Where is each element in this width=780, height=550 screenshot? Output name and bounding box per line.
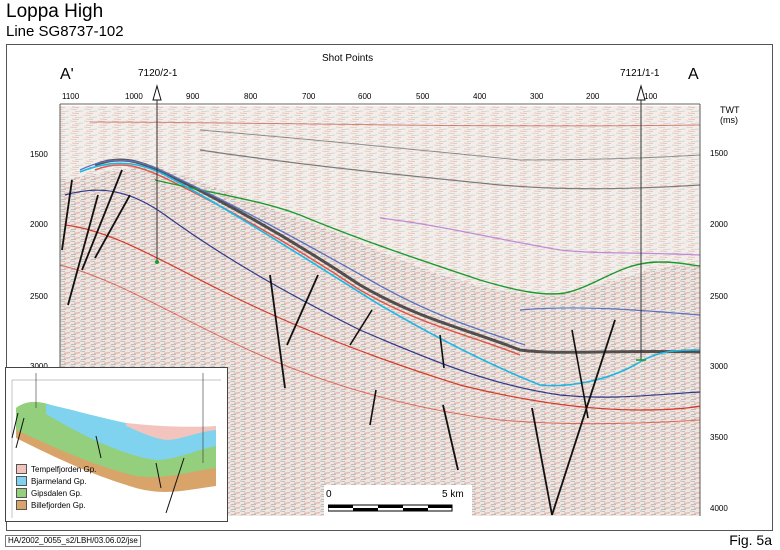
scale-end: 5 km [442,489,464,500]
shot-points-label: Shot Points [322,53,374,64]
scale-bar-graphic [328,504,453,512]
twt-tick-right: 4000 [710,504,728,513]
legend: Tempelfjorden Gp. Bjarmeland Gp. Gipsdal… [16,463,96,511]
twt-tick-left: 2500 [30,292,48,301]
legend-item: Billefjorden Gp. [16,499,96,511]
sp-tick: 1100 [62,92,80,101]
legend-item: Tempelfjorden Gp. [16,463,96,475]
figure-title: Loppa High [6,1,104,22]
twt-tick-right: 3000 [710,362,728,371]
sp-tick: 800 [244,92,258,101]
sp-tick: 700 [302,92,316,101]
twt-tick-left: 3000 [30,362,48,371]
right-end-label: A [688,66,699,83]
twt-header: TWT (ms) [720,105,740,125]
left-end-label: A' [60,66,74,83]
legend-swatch [16,500,27,510]
scale-start: 0 [326,489,332,500]
sp-tick: 400 [473,92,487,101]
twt-tick-right: 2500 [710,292,728,301]
section-frame [6,44,773,531]
figure-label: Fig. 5a [729,532,772,548]
sp-tick: 100 [644,92,658,101]
legend-swatch [16,464,27,474]
figure-subtitle: Line SG8737-102 [6,23,124,40]
scale-bar: 0 5 km [324,485,472,517]
footer-reference: HA/2002_0055_s2/LBH/03.06.02/jse [5,535,141,547]
sp-tick: 500 [416,92,430,101]
inset-schematic [5,367,228,522]
well-right-label: 7121/1-1 [620,68,660,79]
twt-tick-left: 2000 [30,220,48,229]
legend-item: Bjarmeland Gp. [16,475,96,487]
well-left-label: 7120/2-1 [138,68,178,79]
inset-section-graphic [11,373,221,518]
twt-tick-left: 1500 [30,150,48,159]
legend-swatch [16,488,27,498]
sp-tick: 200 [586,92,600,101]
sp-tick: 600 [358,92,372,101]
sp-tick: 900 [186,92,200,101]
twt-tick-right: 1500 [710,149,728,158]
sp-tick: 300 [530,92,544,101]
legend-item: Gipsdalen Gp. [16,487,96,499]
sp-tick: 1000 [125,92,143,101]
twt-tick-right: 2000 [710,220,728,229]
twt-tick-right: 3500 [710,433,728,442]
legend-swatch [16,476,27,486]
